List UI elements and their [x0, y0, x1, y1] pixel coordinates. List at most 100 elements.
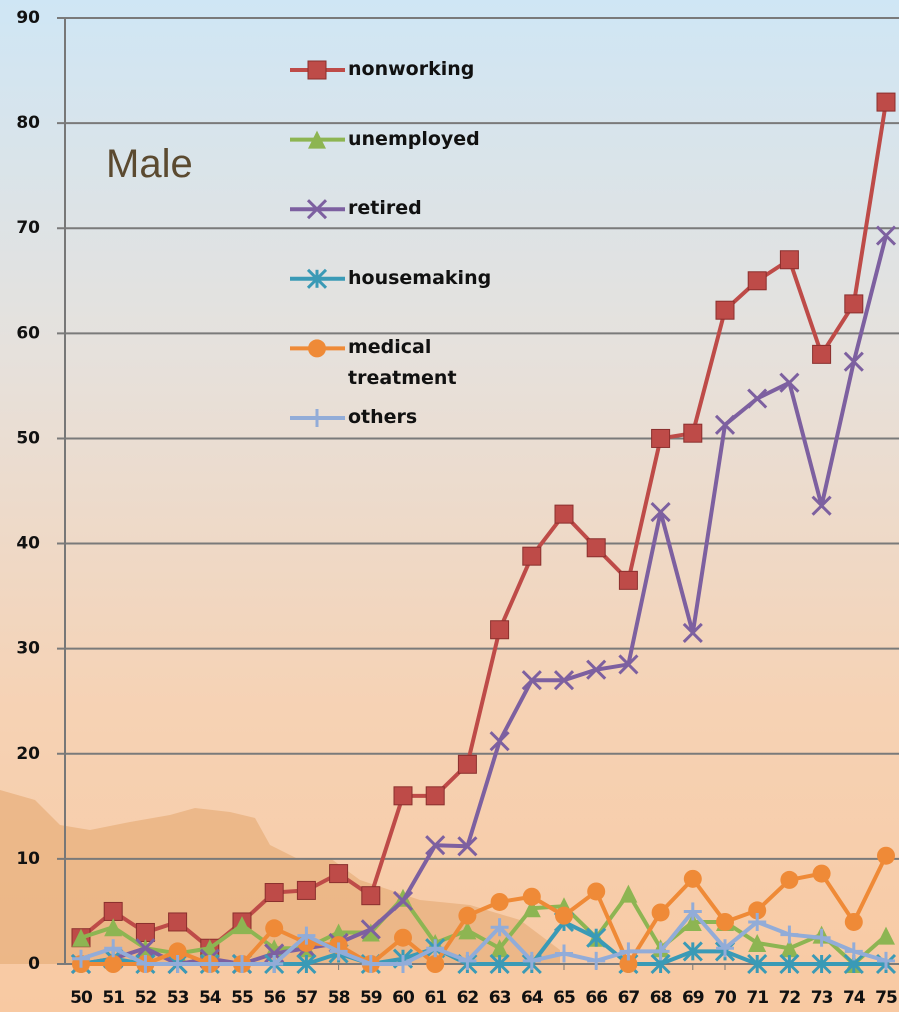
marker-shape [394, 928, 412, 947]
x-tick-label: 56 [263, 988, 285, 1008]
data-point [682, 941, 703, 962]
data-point [329, 942, 348, 961]
data-point [683, 423, 703, 443]
y-tick-label: 80 [16, 113, 40, 133]
marker-shape [308, 130, 326, 149]
data-point [651, 942, 670, 961]
y-tick-label: 50 [16, 428, 40, 448]
data-point [135, 922, 155, 942]
marker-shape [72, 928, 90, 947]
legend-label: medical treatment [348, 336, 457, 390]
data-point [136, 955, 155, 973]
marker-shape [522, 887, 541, 906]
x-tick-label: 54 [199, 988, 222, 1008]
data-point [168, 955, 187, 973]
marker-shape [425, 786, 445, 806]
x-tick-label: 60 [392, 988, 415, 1008]
data-point [490, 918, 509, 937]
marker-shape [618, 570, 638, 590]
data-point [392, 890, 414, 911]
data-point [554, 504, 574, 524]
data-point [715, 300, 735, 320]
marker-shape [553, 670, 575, 691]
legend-label: retired [348, 197, 422, 220]
data-point [877, 951, 895, 970]
data-point [844, 912, 863, 931]
data-point [876, 92, 896, 112]
data-point [586, 927, 607, 948]
x-tick-label: 63 [489, 988, 511, 1008]
marker-shape [329, 864, 349, 884]
legend-marker [308, 130, 326, 149]
marker-shape [747, 271, 767, 291]
marker-shape [716, 912, 734, 931]
data-point [72, 928, 90, 947]
legend-marker [306, 268, 328, 289]
y-tick-label: 0 [28, 954, 40, 974]
marker-shape [747, 388, 768, 409]
data-point [683, 869, 702, 888]
data-point [458, 921, 477, 940]
marker-shape [877, 846, 895, 865]
marker-shape [425, 835, 446, 856]
marker-shape [490, 892, 509, 911]
x-tick-label: 55 [231, 988, 253, 1008]
data-point [747, 388, 768, 409]
data-point [812, 864, 831, 883]
legend-label: others [348, 406, 418, 428]
data-point [489, 731, 510, 752]
data-point [296, 953, 317, 975]
marker-shape [103, 901, 123, 921]
data-point [683, 912, 702, 931]
marker-shape [426, 955, 445, 973]
marker-shape [586, 538, 606, 558]
data-point [555, 906, 573, 925]
data-point [104, 955, 123, 973]
data-point [296, 880, 316, 900]
legend-label: nonworking [348, 58, 475, 80]
data-point [490, 892, 509, 911]
data-point [361, 955, 380, 973]
data-point [264, 883, 284, 903]
marker-shape [877, 926, 895, 945]
data-point [650, 501, 671, 523]
data-point [716, 939, 734, 958]
data-point [877, 926, 895, 945]
marker-shape [360, 919, 381, 940]
data-point [779, 953, 800, 975]
data-point [168, 912, 188, 932]
marker-shape [522, 546, 542, 566]
data-point [457, 754, 477, 774]
marker-shape [843, 351, 864, 372]
data-point [361, 923, 380, 942]
data-point [619, 955, 638, 973]
data-point [522, 951, 541, 970]
marker-shape [490, 939, 509, 958]
data-point [812, 928, 831, 947]
y-tick-label: 30 [16, 639, 40, 659]
data-point [812, 344, 832, 364]
data-point [682, 622, 703, 643]
data-point [553, 670, 575, 691]
data-point [714, 414, 736, 435]
data-point [780, 870, 799, 889]
marker-shape [361, 886, 381, 906]
legend-label: unemployed [348, 127, 480, 150]
data-point [780, 925, 799, 944]
marker-shape [779, 372, 800, 393]
data-point [393, 786, 413, 806]
data-point [265, 919, 284, 938]
series-line [80, 891, 888, 966]
marker-shape [555, 906, 573, 925]
data-point [72, 949, 90, 968]
data-point [587, 882, 606, 901]
data-point [490, 620, 510, 640]
data-point [555, 944, 573, 963]
data-point [747, 953, 768, 975]
marker-shape [812, 864, 831, 883]
marker-shape [844, 912, 863, 931]
marker-shape [780, 870, 799, 889]
data-point [619, 884, 638, 903]
marker-shape [521, 670, 542, 691]
data-point [425, 835, 446, 856]
